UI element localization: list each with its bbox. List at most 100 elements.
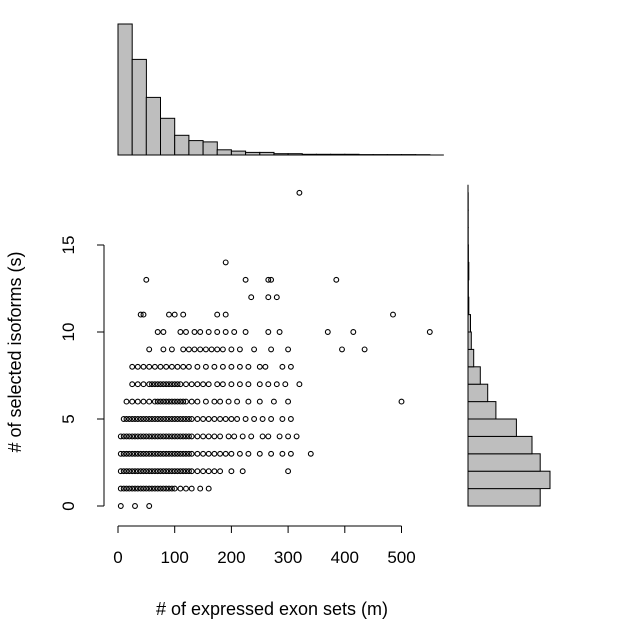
scatter-point	[140, 450, 147, 457]
scatter-point	[307, 450, 314, 457]
scatter-point	[285, 468, 292, 475]
scatter-point	[157, 468, 164, 475]
scatter-point	[256, 381, 263, 388]
scatter-point	[236, 381, 243, 388]
scatter-point	[219, 363, 226, 370]
scatter-point	[202, 363, 209, 370]
scatter-point	[129, 381, 136, 388]
scatter-point	[245, 398, 252, 405]
scatter-point	[143, 468, 150, 475]
x-tick-label: 400	[331, 548, 359, 567]
top-hist-bar	[202, 141, 218, 156]
scatter-point	[183, 485, 189, 492]
scatter-point	[171, 450, 178, 457]
scatter-point	[239, 468, 246, 475]
scatter-point	[245, 363, 252, 370]
scatter-point	[231, 433, 238, 440]
scatter-point	[200, 433, 207, 440]
scatter-point	[146, 450, 153, 457]
scatter-point	[217, 398, 224, 405]
scatter-point	[183, 450, 189, 457]
scatter-point	[174, 433, 181, 440]
scatter-point	[251, 416, 258, 422]
scatter-point	[177, 381, 184, 388]
scatter-point	[268, 276, 275, 283]
scatter-point	[132, 485, 138, 492]
scatter-point	[188, 468, 195, 475]
right-marginal-histogram	[467, 184, 551, 507]
scatter-point	[219, 381, 226, 388]
scatter-point	[259, 433, 266, 440]
scatter-point	[205, 468, 212, 475]
scatter-point	[217, 450, 224, 457]
scatter-point	[398, 398, 405, 405]
top-hist-bar	[174, 134, 190, 156]
scatter-point	[211, 363, 218, 370]
scatter-point	[140, 416, 147, 422]
scatter-point	[163, 468, 170, 475]
scatter-point	[185, 433, 192, 440]
scatter-point	[166, 450, 172, 457]
scatter-point	[273, 294, 280, 301]
scatter-point	[143, 416, 150, 422]
scatter-point	[174, 381, 181, 388]
scatter-point	[194, 398, 201, 405]
scatter-point	[129, 398, 136, 405]
scatter-point	[134, 416, 141, 422]
scatter-point	[228, 363, 235, 370]
scatter-point	[120, 433, 127, 440]
scatter-point	[160, 381, 167, 388]
scatter-point	[200, 416, 207, 422]
scatter-point	[279, 363, 286, 370]
scatter-point	[205, 416, 212, 422]
scatter-point	[171, 398, 178, 405]
scatter-point	[183, 398, 189, 405]
scatter-point	[285, 433, 292, 440]
scatter-point	[171, 416, 178, 422]
scatter-point	[228, 468, 235, 475]
scatter-point	[149, 485, 155, 492]
scatter-point	[194, 433, 201, 440]
scatter-point	[222, 416, 229, 422]
y-tick-label: 10	[59, 323, 78, 342]
scatter-point	[157, 485, 164, 492]
scatter-point	[123, 433, 130, 440]
scatter-point	[256, 363, 263, 370]
scatter-point	[180, 346, 187, 353]
scatter-point	[200, 450, 207, 457]
scatter-point	[160, 329, 167, 335]
scatter-point	[265, 329, 272, 335]
scatter-point	[120, 485, 127, 492]
scatter-point	[242, 329, 249, 335]
scatter-point	[123, 416, 130, 422]
scatter-point	[197, 346, 204, 353]
scatter-point	[205, 433, 212, 440]
scatter-point	[194, 450, 201, 457]
scatter-point	[268, 450, 275, 457]
scatter-plot: 0 100 200 300 400 500 0 5 10 15	[59, 189, 433, 567]
scatter-point	[222, 329, 229, 335]
scatter-point	[137, 485, 144, 492]
scatter-point	[140, 468, 147, 475]
scatter-point	[211, 450, 218, 457]
scatter-point	[426, 329, 433, 335]
scatter-point	[129, 485, 136, 492]
scatter-point	[120, 450, 127, 457]
scatter-point	[287, 363, 294, 370]
scatter-point	[177, 329, 184, 335]
scatter-point	[222, 450, 229, 457]
y-axis: 0 5 10 15	[59, 236, 105, 511]
scatter-point	[268, 346, 275, 353]
scatter-point	[137, 450, 144, 457]
scatter-point	[120, 416, 127, 422]
x-tick-label: 500	[387, 548, 415, 567]
scatter-point	[183, 468, 189, 475]
scatter-point	[228, 450, 235, 457]
top-hist-bar	[330, 153, 346, 156]
scatter-point	[117, 450, 124, 457]
scatter-point	[180, 450, 187, 457]
scatter-point	[180, 363, 187, 370]
top-hist-bar	[160, 117, 176, 156]
scatter-point	[117, 503, 124, 509]
